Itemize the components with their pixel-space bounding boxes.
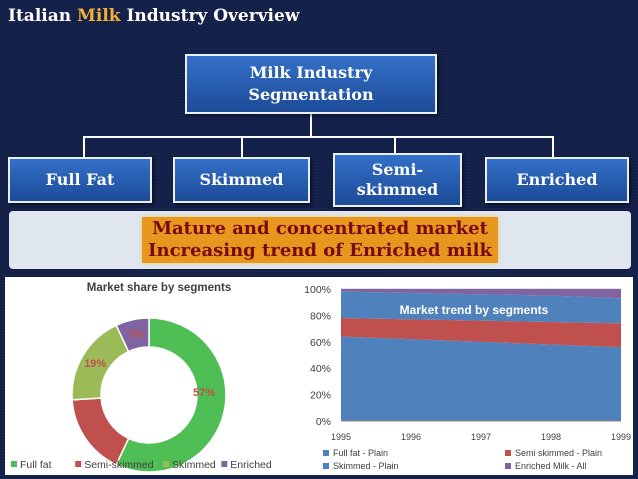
doughnut-labels: 57% 17% 19% 7% [84, 329, 215, 437]
legend-swatch [505, 450, 511, 456]
doughnut-data-label: 7% [127, 329, 143, 341]
x-tick-label: 1997 [471, 432, 491, 442]
doughnut-slice-0 [115, 317, 227, 473]
legend-swatch [75, 461, 82, 467]
y-tick-label: 0% [316, 416, 331, 428]
root-box-line-2: Segmentation [248, 85, 374, 104]
segment-semi-skimmed: Semi- skimmed [333, 153, 462, 207]
segment-label-line-1: Semi- [371, 160, 424, 179]
y-tick-label: 40% [310, 363, 331, 375]
x-tick-label: 1996 [401, 432, 421, 442]
x-tick-label: 1999 [611, 432, 631, 442]
area-x-tick-labels: 1995 1996 1997 1998 1999 [331, 432, 631, 442]
doughnut-data-label: 17% [86, 425, 108, 437]
y-tick-label: 80% [310, 310, 331, 322]
area-band-1 [341, 318, 621, 348]
segment-label: Enriched [516, 170, 598, 189]
connector-drop-1 [83, 136, 85, 157]
charts-panel: Market share by segments 57% 17% 19% 7% Ful… [5, 277, 633, 475]
legend-swatch [163, 461, 169, 467]
title-highlight: Milk [77, 6, 121, 26]
doughnut-legend: Full fat Semi-skimmed Skimmed Enriched [11, 459, 272, 471]
legend-label: Skimmed [172, 459, 216, 471]
legend-swatch [323, 450, 329, 456]
title-part-1: Italian [8, 6, 72, 26]
connector-drop-4 [552, 136, 554, 157]
title-part-2: Industry Overview [126, 6, 300, 26]
area-y-tick-labels: 0% 20% 40% 60% 80% 100% [304, 284, 331, 428]
area-band-3 [341, 289, 621, 299]
area-series [341, 289, 621, 422]
segment-label-line-2: skimmed [356, 180, 439, 199]
connector-vertical [310, 114, 312, 137]
y-tick-label: 100% [304, 284, 331, 296]
segment-label: Full Fat [45, 170, 115, 189]
x-tick-label: 1995 [331, 432, 351, 442]
legend-swatch [11, 461, 17, 467]
legend-swatch [221, 461, 228, 467]
key-message-highlight: Mature and concentrated market Increasin… [142, 217, 498, 263]
area-title: Market trend by segments [400, 303, 549, 317]
legend-swatch [323, 463, 329, 469]
key-message-banner: Mature and concentrated market Increasin… [9, 211, 631, 269]
area-band-0 [341, 336, 621, 421]
x-tick-label: 1998 [541, 432, 561, 442]
charts-svg: Market share by segments 57% 17% 19% 7% Ful… [11, 282, 631, 473]
doughnut-slices [71, 317, 227, 473]
banner-line-2: Increasing trend of Enriched milk [148, 240, 492, 261]
y-tick-label: 20% [310, 390, 331, 402]
legend-label: Enriched Milk - All [515, 461, 587, 471]
y-tick-label: 60% [310, 337, 331, 349]
segment-enriched: Enriched [485, 157, 629, 203]
connector-drop-2 [241, 136, 243, 157]
legend-label: Semi skimmed - Plain [515, 448, 602, 458]
connector-horizontal [83, 136, 553, 138]
doughnut-data-label: 19% [84, 358, 106, 370]
area-band-2 [341, 291, 621, 324]
legend-label: Full fat [20, 459, 52, 471]
slide-title: Italian Milk Industry Overview [8, 6, 299, 26]
area-chart: 0%20%40%60%80%100% 1995 1996 1997 1998 1999 … [304, 284, 631, 471]
area-legend: Full fat - Plain Semi skimmed - Plain Skim… [323, 448, 602, 471]
legend-swatch [505, 463, 511, 469]
doughnut-chart: Market share by segments 57% 17% 19% 7% Ful… [11, 282, 272, 473]
segment-full-fat: Full Fat [8, 157, 152, 203]
root-box-line-1: Milk Industry [249, 63, 373, 82]
doughnut-title: Market share by segments [87, 282, 231, 294]
segment-label: Skimmed [199, 170, 284, 189]
segmentation-root-box: Milk Industry Segmentation [185, 54, 437, 114]
legend-label: Skimmed - Plain [333, 461, 399, 471]
legend-label: Enriched [230, 459, 272, 471]
legend-label: Semi-skimmed [84, 459, 154, 471]
banner-line-1: Mature and concentrated market [152, 218, 488, 239]
doughnut-data-label: 57% [193, 387, 215, 399]
segment-skimmed: Skimmed [173, 157, 310, 203]
doughnut-slice-3 [115, 317, 150, 353]
connector-drop-3 [394, 136, 396, 157]
legend-label: Full fat - Plain [333, 448, 388, 458]
